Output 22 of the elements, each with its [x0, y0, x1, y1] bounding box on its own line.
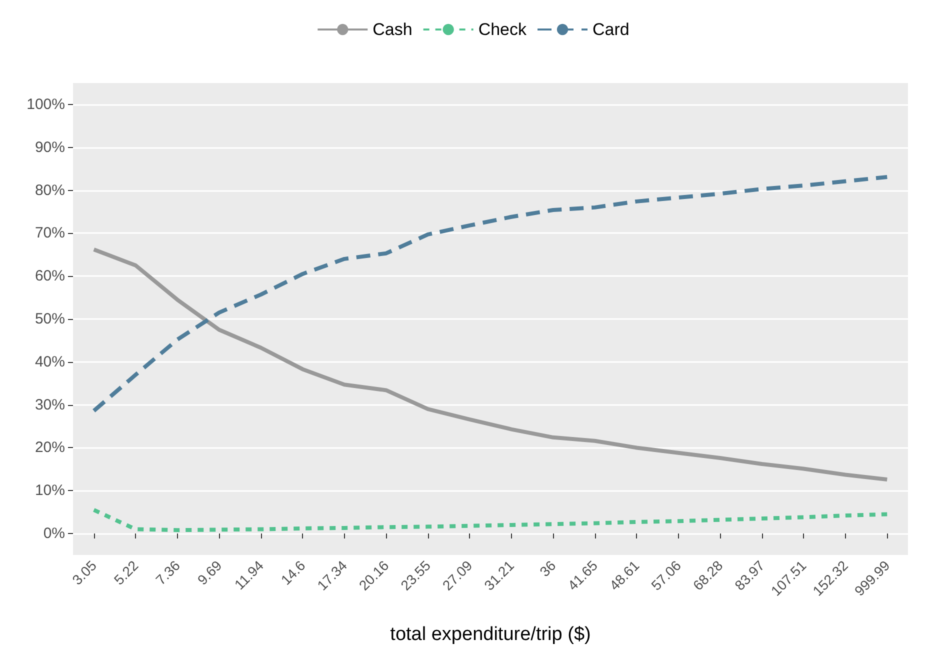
legend-label: Card — [592, 20, 630, 39]
x-tick-label: 7.36 — [152, 557, 184, 588]
line-series — [92, 508, 890, 532]
y-tick-label: 80% — [34, 182, 65, 199]
line-series — [92, 247, 890, 482]
y-tick-label: 0% — [43, 525, 65, 542]
y-tick-label: 100% — [26, 96, 65, 113]
x-tick-label: 36 — [536, 557, 559, 580]
y-tick-label: 60% — [34, 268, 65, 285]
legend-label: Check — [478, 20, 528, 39]
y-tick-label: 30% — [34, 396, 65, 414]
x-tick-label: 9.69 — [194, 557, 225, 588]
y-tick-label: 70% — [34, 224, 65, 242]
y-tick-label: 50% — [34, 310, 65, 328]
line-series — [92, 174, 890, 413]
y-tick-label: 20% — [34, 439, 65, 456]
y-tick-label: 10% — [34, 482, 65, 500]
y-tick-label: 90% — [34, 138, 65, 156]
legend-label: Cash — [372, 20, 412, 39]
x-axis-title: total expenditure/trip ($) — [390, 624, 591, 645]
x-tick-label: 5.22 — [110, 557, 142, 588]
y-tick-label: 40% — [34, 353, 65, 370]
